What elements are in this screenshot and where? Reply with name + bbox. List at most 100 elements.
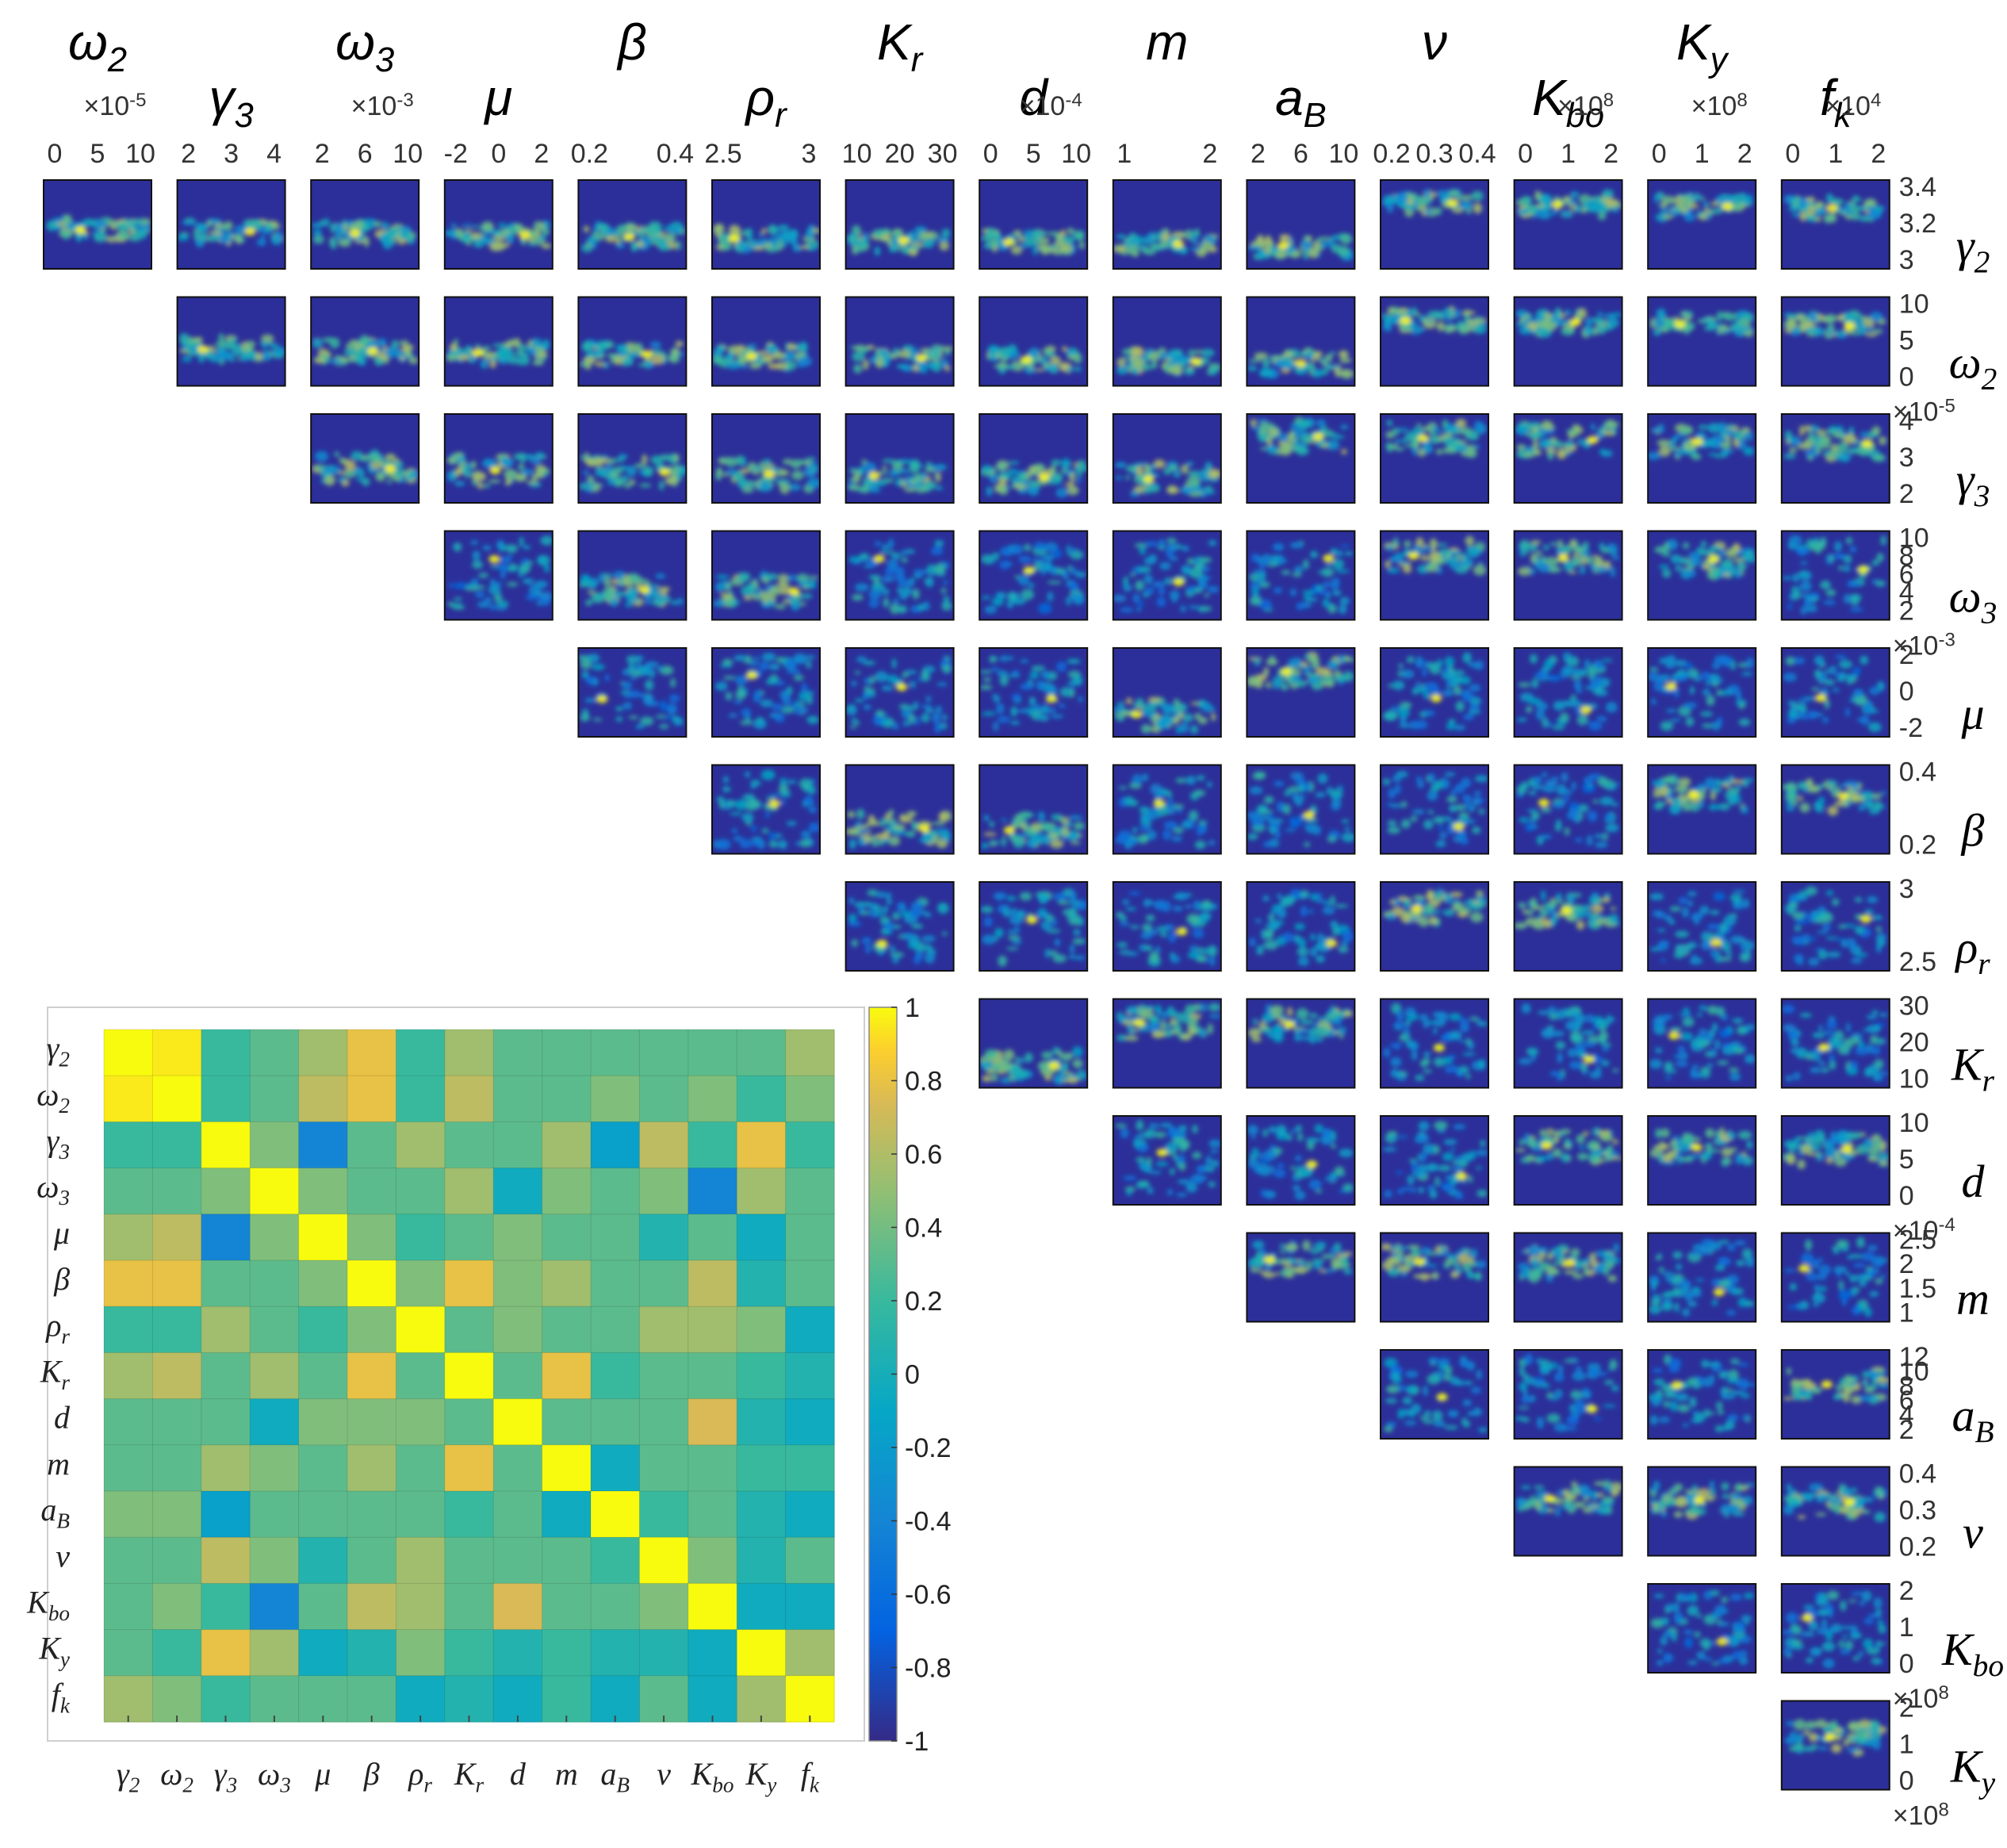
scatter-density-panel bbox=[1780, 1583, 1890, 1674]
correlation-cell bbox=[104, 1629, 153, 1677]
scatter-density-panel bbox=[176, 179, 286, 270]
row-tick-label: 5 bbox=[1899, 1144, 1914, 1175]
correlation-cell bbox=[639, 1121, 689, 1169]
correlation-cell bbox=[347, 1306, 396, 1353]
column-tick-label: 0.3 bbox=[1415, 139, 1453, 169]
correlation-cell bbox=[542, 1306, 592, 1353]
column-tick-label: 0.4 bbox=[657, 139, 694, 169]
row-header: 0.4 0.3 0.2 ν bbox=[1899, 1459, 1983, 1562]
row-parameter-label: ρr bbox=[1954, 922, 1990, 981]
correlation-cell bbox=[152, 1121, 202, 1169]
row-scale-label: ×108 bbox=[1893, 1682, 1949, 1714]
row-tick-label: 0.4 bbox=[1899, 757, 1936, 788]
column-tick-label: 10 bbox=[125, 139, 155, 169]
correlation-cell bbox=[444, 1075, 494, 1122]
column-tick-label: 2 bbox=[181, 139, 196, 169]
scatter-density-panel bbox=[845, 764, 955, 855]
correlation-cell bbox=[639, 1352, 689, 1400]
row-tick-label: 0 bbox=[1899, 1181, 1914, 1211]
column-tick-label: 2 bbox=[1202, 139, 1217, 169]
row-tick-label: -2 bbox=[1899, 713, 1923, 743]
correlation-cell bbox=[201, 1121, 251, 1169]
correlation-cell bbox=[347, 1537, 396, 1584]
row-tick-label: 2 bbox=[1899, 1415, 1914, 1445]
column-tick-label: 5 bbox=[90, 139, 105, 169]
matrix-column-label: aB bbox=[600, 1756, 630, 1797]
correlation-cell bbox=[201, 1537, 251, 1584]
scatter-density-panel bbox=[1780, 1349, 1890, 1440]
row-tick-label: 0 bbox=[1899, 677, 1914, 707]
correlation-cell bbox=[444, 1213, 494, 1261]
correlation-cell bbox=[591, 1306, 640, 1353]
correlation-cell bbox=[639, 1167, 689, 1215]
row-tick-label: 2 bbox=[1899, 1576, 1914, 1606]
correlation-cell bbox=[444, 1260, 494, 1307]
correlation-cell bbox=[493, 1675, 543, 1723]
column-tick-label: 2.5 bbox=[704, 139, 741, 169]
correlation-cell bbox=[737, 1029, 787, 1076]
scatter-density-panel bbox=[1513, 881, 1623, 972]
row-scale-label: ×10-3 bbox=[1893, 630, 1955, 661]
scatter-density-panel bbox=[711, 764, 821, 855]
correlation-cell bbox=[104, 1121, 153, 1169]
matrix-row-label: Ky bbox=[38, 1631, 71, 1672]
correlation-cell bbox=[201, 1444, 251, 1492]
column-tick-label: 0.4 bbox=[1458, 139, 1496, 169]
correlation-cell bbox=[785, 1444, 835, 1492]
column-header: ν 0.2 0.3 0.4 bbox=[1373, 13, 1496, 169]
column-tick-label: 0 bbox=[491, 139, 506, 169]
correlation-cells bbox=[104, 1029, 835, 1723]
correlation-cell bbox=[639, 1029, 689, 1076]
matrix-row-label: Kbo bbox=[26, 1585, 70, 1626]
correlation-cell bbox=[785, 1075, 835, 1122]
correlation-cell bbox=[591, 1583, 640, 1631]
column-header: Ky ×108 0 1 2 bbox=[1652, 13, 1752, 169]
scatter-density-panel bbox=[1380, 998, 1489, 1089]
column-parameter-label: m bbox=[1146, 13, 1188, 71]
row-scale-label: ×108 bbox=[1893, 1800, 1949, 1831]
column-parameter-label: ω3 bbox=[335, 13, 394, 79]
scatter-density-panel bbox=[1647, 764, 1757, 855]
column-scale-label: ×10-5 bbox=[83, 90, 146, 121]
row-tick-label: 12 bbox=[1899, 1342, 1929, 1372]
correlation-cell bbox=[737, 1352, 787, 1400]
column-parameter-label: ν bbox=[1422, 13, 1447, 71]
column-tick-label: 10 bbox=[1061, 139, 1091, 169]
row-tick-label: 0.3 bbox=[1899, 1496, 1936, 1526]
correlation-cell bbox=[493, 1260, 543, 1307]
scatter-density-panel bbox=[1246, 179, 1356, 270]
column-header: μ -2 0 2 bbox=[444, 69, 550, 169]
row-header: 3 2.5 ρr bbox=[1899, 874, 1990, 981]
scatter-density-panel bbox=[711, 296, 821, 387]
matrix-row-label: μ bbox=[53, 1215, 70, 1251]
correlation-cell bbox=[396, 1537, 446, 1584]
scatter-density-panel bbox=[443, 296, 553, 387]
correlation-cell bbox=[298, 1444, 348, 1492]
correlation-cell bbox=[493, 1444, 543, 1492]
correlation-cell bbox=[396, 1075, 446, 1122]
correlation-cell bbox=[396, 1583, 446, 1631]
correlation-cell bbox=[347, 1260, 396, 1307]
correlation-cell bbox=[347, 1583, 396, 1631]
row-scale-label: ×10-4 bbox=[1893, 1214, 1955, 1246]
matrix-column-label: d bbox=[510, 1756, 527, 1792]
column-parameter-label: Ky bbox=[1676, 13, 1729, 79]
correlation-cell bbox=[104, 1537, 153, 1584]
matrix-column-label: ω2 bbox=[160, 1756, 193, 1797]
correlation-cell bbox=[785, 1213, 835, 1261]
scatter-density-panel bbox=[1647, 1466, 1757, 1557]
correlation-cell bbox=[737, 1583, 787, 1631]
scatter-density-panel bbox=[1780, 881, 1890, 972]
colorbar-tick-label: 0.8 bbox=[905, 1067, 942, 1097]
column-parameter-label: β bbox=[616, 13, 647, 71]
correlation-cell bbox=[688, 1121, 737, 1169]
scatter-density-panel bbox=[1112, 764, 1222, 855]
row-tick-label: 0.2 bbox=[1899, 830, 1936, 861]
correlation-cell bbox=[152, 1306, 202, 1353]
column-header: Kr 10 20 30 bbox=[842, 13, 958, 169]
scatter-density-panel bbox=[1513, 296, 1623, 387]
correlation-cell bbox=[737, 1491, 787, 1538]
correlation-cell bbox=[542, 1260, 592, 1307]
scatter-density-panel bbox=[845, 647, 955, 738]
